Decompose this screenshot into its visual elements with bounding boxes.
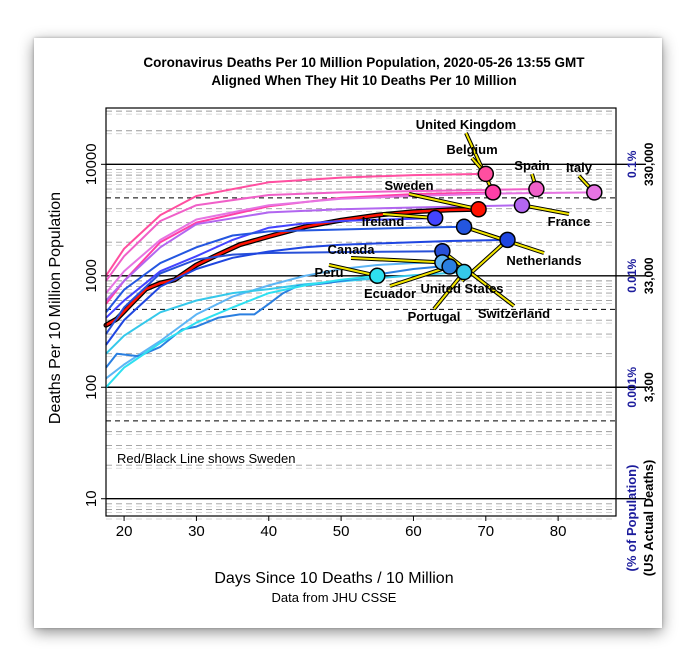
x-tick-label: 50	[333, 523, 350, 540]
series-line-spain	[105, 188, 537, 282]
series-line-italy	[105, 191, 595, 294]
series-line-belgium	[105, 172, 486, 277]
y-tick-label: 10	[83, 490, 100, 507]
series-line-switzerland	[105, 250, 443, 335]
country-label-canada: Canada	[328, 242, 376, 257]
x-tick-label: 60	[405, 523, 422, 540]
right-us-tick-label: 33,000	[642, 257, 656, 294]
right-us-tick-label: 330,000	[642, 142, 656, 186]
country-label-italy: Italy	[566, 160, 593, 175]
series-line-canada	[105, 261, 443, 380]
country-label-switzerland: Switzerland	[478, 306, 550, 321]
country-label-united-kingdom: United Kingdom	[416, 117, 516, 132]
country-label-portugal: Portugal	[408, 309, 461, 324]
endpoint-marker	[455, 263, 473, 281]
chart-title: Coronavirus Deaths Per 10 Million Popula…	[143, 55, 585, 70]
x-tick-label: 30	[188, 523, 205, 540]
endpoint-marker	[586, 184, 603, 201]
y-axis-label: Deaths Per 10 Million Population	[47, 192, 64, 424]
country-labels-layer: United Kingdom Belgium Spain Italy Sweden Fra…	[315, 117, 593, 324]
endpoint-marker	[513, 196, 531, 214]
y-tick-label: 10000	[83, 143, 100, 185]
right-us-axis-label: (US Actual Deaths)	[641, 460, 656, 577]
right-pct-tick-label: 0.001%	[625, 367, 639, 408]
country-label-united-states: United States	[420, 281, 503, 296]
x-tick-label: 70	[477, 523, 494, 540]
leader-line	[408, 193, 479, 211]
endpoint-marker	[369, 267, 386, 285]
caption: Data from JHU CSSE	[272, 590, 397, 605]
country-label-netherlands: Netherlands	[506, 253, 581, 268]
plot-frame	[105, 107, 617, 517]
endpoint-marker	[426, 209, 444, 227]
series-line-ireland	[105, 217, 436, 319]
endpoint-marker	[528, 180, 545, 198]
chart-subtitle: Aligned When They Hit 10 Deaths Per 10 M…	[211, 73, 516, 88]
series-line-netherlands	[105, 225, 465, 313]
leader-line	[350, 257, 443, 264]
series-line-united-states	[105, 238, 508, 346]
country-label-sweden: Sweden	[384, 178, 433, 193]
series-line-peru	[105, 274, 378, 388]
endpoint-marker	[499, 231, 516, 249]
endpoint-marker	[477, 165, 495, 183]
country-label-belgium: Belgium	[446, 142, 497, 157]
endpoint-marker	[455, 218, 473, 236]
right-us-tick-label: 3,300	[642, 372, 656, 402]
x-tick-label: 40	[260, 523, 277, 540]
endpoint-markers-layer	[369, 165, 603, 285]
leader-line	[382, 213, 436, 219]
x-tick-label: 80	[550, 523, 567, 540]
country-label-ecuador: Ecuador	[364, 286, 416, 301]
endpoint-marker	[484, 184, 502, 201]
endpoint-marker	[470, 201, 487, 218]
y-tick-label: 100	[83, 375, 100, 400]
right-pct-tick-label: 0.01%	[625, 258, 639, 292]
country-label-peru: Peru	[315, 265, 344, 280]
leader-line	[465, 132, 494, 193]
x-tick-label: 20	[116, 523, 133, 540]
ticks-layer: 20 30 40 50 60 70 80 10 100 1000 10000 0.1% 0.01% 0.0…	[83, 142, 656, 540]
chart-svg: Coronavirus Deaths Per 10 Million Popula…	[47, 55, 656, 605]
x-axis-label: Days Since 10 Deaths / 10 Million	[214, 570, 453, 587]
series-line-france	[105, 204, 523, 302]
country-label-ireland: Ireland	[362, 214, 405, 229]
chart-card: Coronavirus Deaths Per 10 Million Popula…	[34, 38, 662, 628]
country-label-france: France	[548, 214, 591, 229]
country-label-spain: Spain	[514, 158, 549, 173]
right-pct-axis-label: (% of Population)	[624, 465, 639, 572]
endpoint-marker	[441, 258, 458, 275]
sweden-annotation: Red/Black Line shows Sweden	[117, 451, 296, 466]
right-pct-tick-label: 0.1%	[625, 150, 639, 178]
y-tick-label: 1000	[83, 259, 100, 292]
